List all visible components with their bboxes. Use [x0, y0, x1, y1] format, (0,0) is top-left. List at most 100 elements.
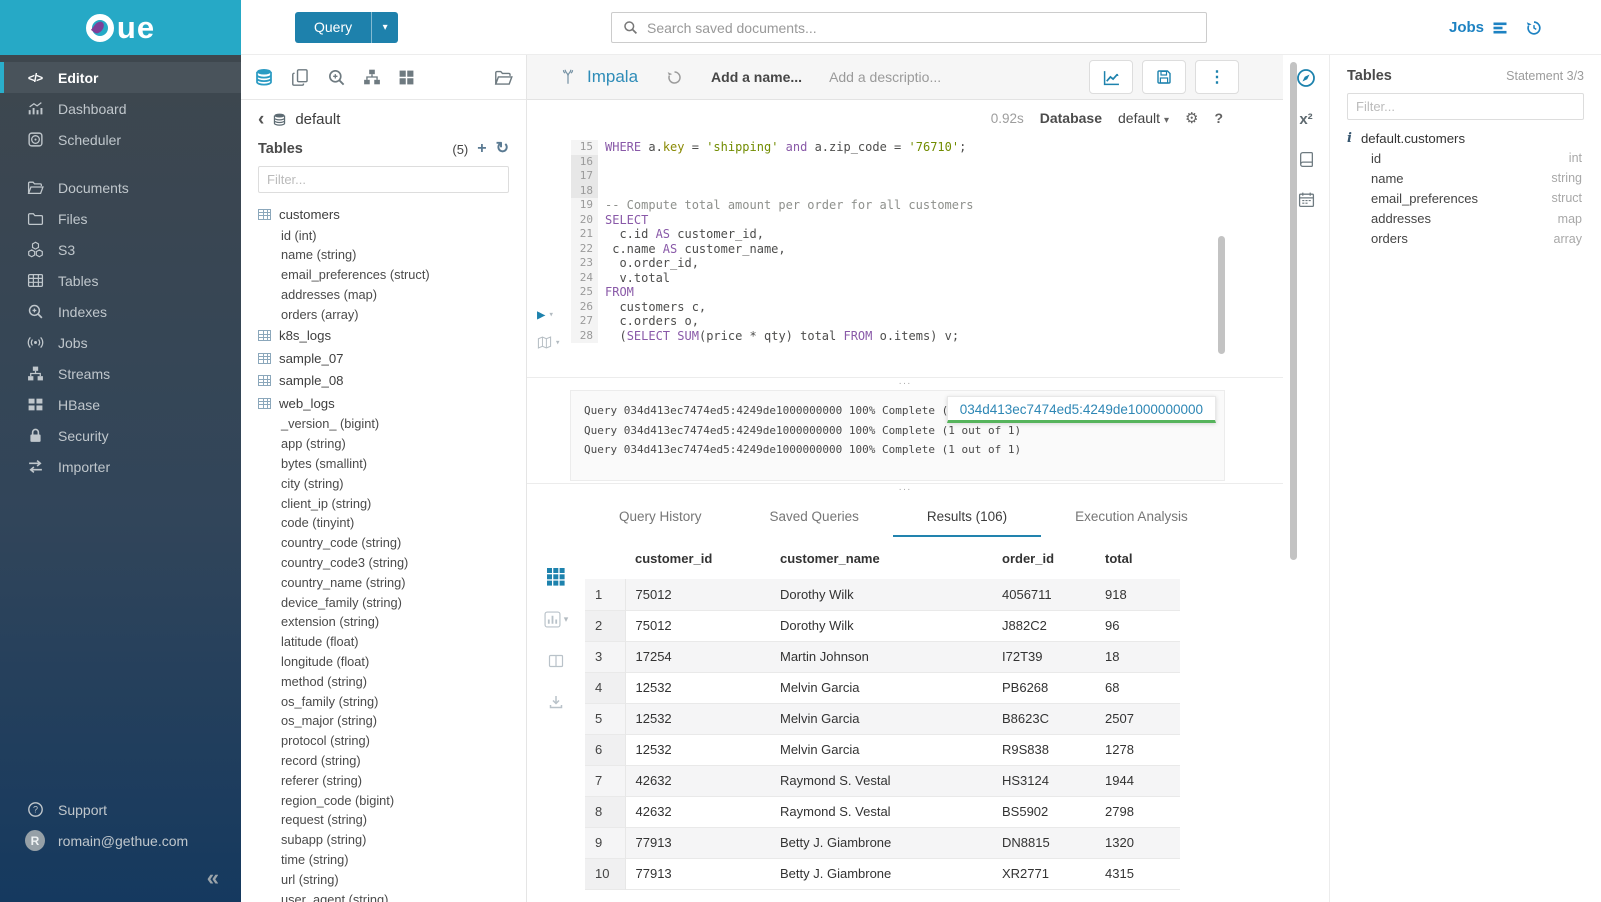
sidebar-item-documents[interactable]: Documents	[0, 172, 241, 203]
tab-results-106[interactable]: Results (106)	[892, 496, 1042, 537]
sidebar-item-importer[interactable]: Importer	[0, 451, 241, 482]
chart-settings-button[interactable]	[1089, 60, 1133, 94]
sidebar-item-support[interactable]: ? Support	[0, 794, 241, 825]
documents-assist-icon[interactable]	[291, 68, 310, 87]
schedule-calendar-icon[interactable]	[1298, 191, 1315, 208]
execute-button[interactable]: ▶	[537, 307, 546, 323]
tree-column[interactable]: name (string)	[281, 247, 357, 263]
sql-code-editor[interactable]: 15 WHERE a.key = 'shipping' and a.zip_cod…	[527, 136, 1283, 377]
download-icon[interactable]	[548, 694, 564, 710]
hue-logo[interactable]: ue	[0, 0, 241, 55]
sidebar-item-indexes[interactable]: Indexes	[0, 296, 241, 327]
column-header-order-id[interactable]: order_id	[1002, 551, 1055, 566]
columns-view-icon[interactable]	[548, 653, 564, 669]
sidebar-item-jobs[interactable]: Jobs	[0, 327, 241, 358]
schema-column-email-preferences[interactable]: email_preferences struct	[1347, 188, 1584, 208]
right-panel-filter-input[interactable]	[1347, 93, 1584, 120]
tree-column[interactable]: email_preferences (struct)	[281, 267, 430, 283]
tree-column[interactable]: country_code3 (string)	[281, 555, 409, 571]
tree-column[interactable]: extension (string)	[281, 614, 380, 630]
database-dropdown[interactable]: default ▾	[1118, 110, 1169, 126]
main-scrollbar[interactable]	[1290, 62, 1297, 560]
engine-selector[interactable]: Impala	[559, 67, 638, 87]
grid-view-icon[interactable]	[547, 568, 565, 586]
snippet-settings-icon[interactable]: ⚙	[1184, 110, 1199, 127]
tab-execution-analysis[interactable]: Execution Analysis	[1075, 509, 1188, 524]
functions-icon[interactable]: x²	[1299, 111, 1313, 128]
search-assist-icon[interactable]	[327, 68, 346, 87]
sidebar-item-files[interactable]: Files	[0, 203, 241, 234]
tree-column[interactable]: latitude (float)	[281, 634, 359, 650]
schema-column-orders[interactable]: orders array	[1347, 229, 1584, 249]
assistant-compass-icon[interactable]	[1296, 68, 1316, 88]
sql-databases-icon[interactable]	[254, 67, 274, 87]
active-table-row[interactable]: i default.customers	[1347, 131, 1584, 146]
editor-scrollbar[interactable]	[1218, 236, 1225, 354]
execute-options-caret[interactable]: ▾	[548, 310, 554, 320]
tree-column[interactable]: referer (string)	[281, 772, 363, 788]
tree-table-k8s-logs[interactable]: k8s_logs	[258, 324, 509, 347]
sidebar-item-editor[interactable]: </> Editor	[0, 62, 241, 93]
tree-column[interactable]: bytes (smallint)	[281, 456, 368, 472]
tree-column[interactable]: longitude (float)	[281, 654, 370, 670]
tree-column[interactable]: record (string)	[281, 753, 361, 769]
tree-column[interactable]: user_agent (string)	[281, 891, 389, 902]
tree-column[interactable]: app (string)	[281, 436, 346, 452]
tree-column[interactable]: country_name (string)	[281, 574, 406, 590]
query-dropdown-caret[interactable]: ▾	[371, 12, 398, 43]
sidebar-item-user[interactable]: R romain@gethue.com	[0, 825, 241, 856]
sidebar-item-security[interactable]: Security	[0, 420, 241, 451]
sidebar-item-scheduler[interactable]: Scheduler	[0, 124, 241, 155]
sitemap-assist-icon[interactable]	[363, 68, 381, 86]
tree-column[interactable]: subapp (string)	[281, 832, 367, 848]
tables-filter-input[interactable]	[258, 166, 509, 193]
tree-table-sample-08[interactable]: sample_08	[258, 369, 509, 392]
database-name[interactable]: default	[295, 111, 341, 128]
tree-column[interactable]: addresses (map)	[281, 286, 378, 302]
tree-column[interactable]: time (string)	[281, 852, 349, 868]
tree-column[interactable]: code (tinyint)	[281, 515, 355, 531]
jobs-link[interactable]: Jobs	[1449, 19, 1508, 36]
column-header-customer-id[interactable]: customer_id	[635, 551, 713, 566]
tree-column[interactable]: id (int)	[281, 227, 317, 243]
tree-column[interactable]: client_ip (string)	[281, 495, 372, 511]
chart-view-icon[interactable]: ▾	[544, 611, 568, 628]
tree-column[interactable]: region_code (bigint)	[281, 792, 395, 808]
back-chevron-icon[interactable]: ‹	[258, 108, 265, 130]
column-header-total[interactable]: total	[1105, 551, 1133, 566]
more-actions-button[interactable]: ⋮	[1195, 60, 1239, 94]
tree-table-web-logs[interactable]: web_logs	[258, 392, 509, 415]
tree-table-sample-07[interactable]: sample_07	[258, 347, 509, 370]
schema-column-name[interactable]: name string	[1347, 168, 1584, 188]
explain-options-caret[interactable]: ▾	[555, 337, 561, 348]
sidebar-item-dashboard[interactable]: Dashboard	[0, 93, 241, 124]
document-history-icon[interactable]	[666, 69, 683, 86]
tree-column[interactable]: protocol (string)	[281, 733, 370, 749]
tree-column[interactable]: _version_ (bigint)	[281, 416, 380, 432]
refresh-tables-icon[interactable]: ↻	[495, 140, 509, 157]
new-query-button[interactable]: Query ▾	[295, 12, 399, 43]
tree-column[interactable]: os_major (string)	[281, 713, 378, 729]
add-table-icon[interactable]: +	[477, 140, 487, 157]
tree-column[interactable]: url (string)	[281, 871, 339, 887]
query-history-icon[interactable]	[1525, 19, 1543, 37]
query-button-label[interactable]: Query	[314, 19, 353, 35]
sidebar-item-streams[interactable]: Streams	[0, 358, 241, 389]
schema-column-addresses[interactable]: addresses map	[1347, 209, 1584, 229]
schema-column-id[interactable]: id int	[1347, 148, 1584, 168]
tree-column[interactable]: orders (array)	[281, 306, 359, 322]
save-button[interactable]	[1142, 60, 1186, 94]
tree-column[interactable]: request (string)	[281, 812, 368, 828]
tree-column[interactable]: os_family (string)	[281, 693, 379, 709]
sidebar-item-tables[interactable]: Tables	[0, 265, 241, 296]
column-header-customer-name[interactable]: customer_name	[780, 551, 880, 566]
tree-column[interactable]: device_family (string)	[281, 594, 402, 610]
search-input[interactable]	[647, 19, 1195, 36]
query-id-tooltip[interactable]: 034d413ec7474ed5:4249de1000000000	[946, 396, 1216, 423]
sidebar-item-s3[interactable]: S3	[0, 234, 241, 265]
sidebar-item-hbase[interactable]: HBase	[0, 389, 241, 420]
resize-handle[interactable]: ···	[898, 378, 912, 389]
tree-column[interactable]: country_code (string)	[281, 535, 402, 551]
language-reference-icon[interactable]	[1298, 151, 1315, 168]
snippet-help-icon[interactable]: ?	[1214, 110, 1223, 126]
